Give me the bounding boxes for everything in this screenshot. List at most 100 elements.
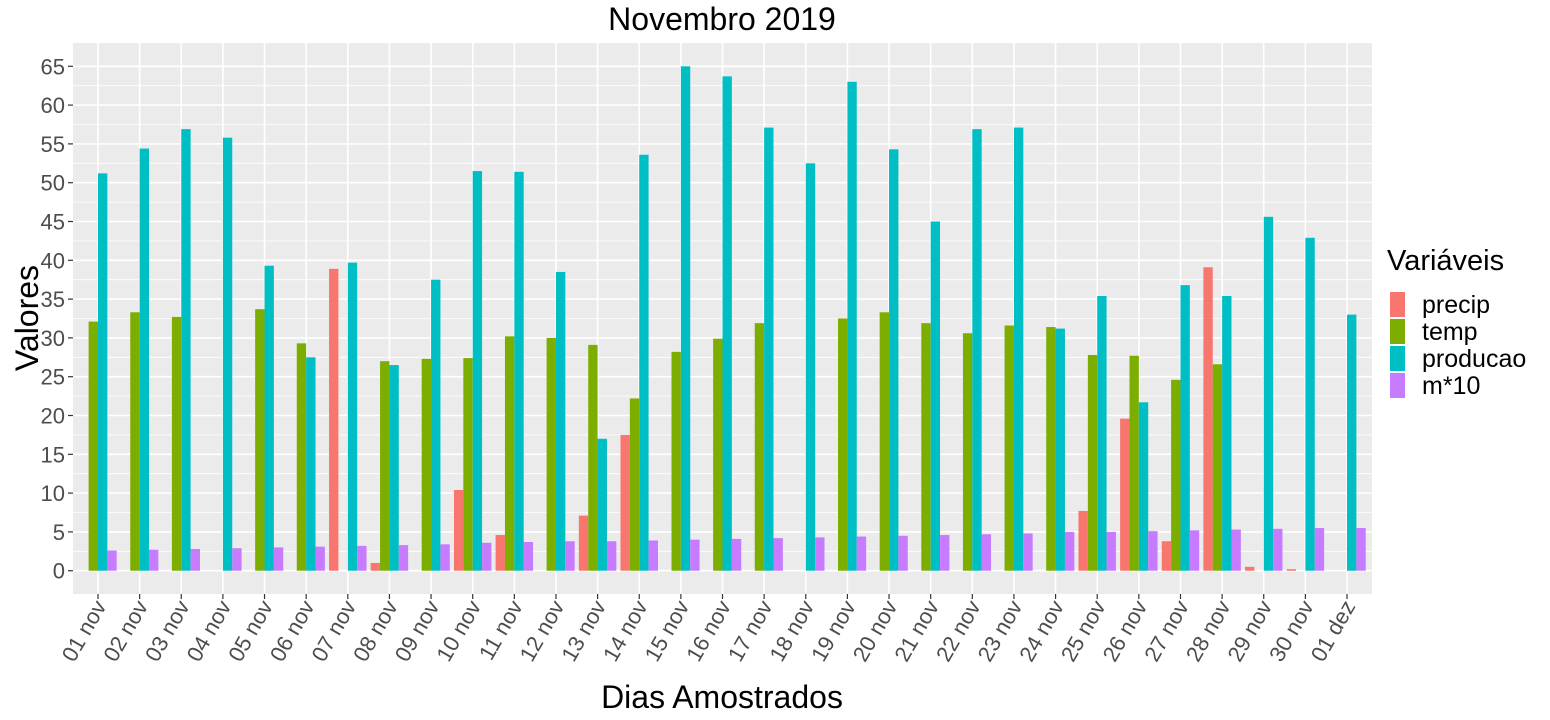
bar-temp-23 <box>1004 325 1014 571</box>
bar-m10-5 <box>273 547 284 571</box>
bar-temp-17 <box>754 323 765 571</box>
y-tick-label: 35 <box>41 287 65 312</box>
bar-m10-7 <box>357 545 367 571</box>
bar-m10-15 <box>690 539 700 571</box>
bar-producao-27 <box>1180 285 1190 571</box>
bar-m10-20 <box>898 535 908 571</box>
y-tick-label: 5 <box>53 520 65 545</box>
bar-temp-26 <box>1129 355 1139 571</box>
bar-temp-24 <box>1046 327 1056 571</box>
bar-temp-22 <box>962 333 973 571</box>
y-tick-label: 55 <box>41 132 65 157</box>
bar-producao-26 <box>1138 402 1149 571</box>
y-tick-label: 65 <box>41 54 65 79</box>
bar-producao-8 <box>389 365 399 571</box>
bar-producao-31 <box>1347 314 1357 571</box>
bar-m10-30 <box>1314 528 1325 571</box>
bar-temp-21 <box>921 323 931 571</box>
bar-precip-11 <box>495 535 505 571</box>
bar-temp-1 <box>88 321 98 571</box>
bar-temp-10 <box>463 358 473 571</box>
bar-producao-15 <box>680 66 691 571</box>
bar-producao-7 <box>347 262 358 571</box>
y-tick-label: 0 <box>53 559 65 584</box>
bar-temp-12 <box>546 337 556 571</box>
bar-m10-10 <box>482 542 492 571</box>
bar-temp-6 <box>296 343 307 571</box>
y-tick-label: 40 <box>41 248 65 273</box>
bar-producao-22 <box>972 129 982 571</box>
chart-title: Novembro 2019 <box>608 1 836 37</box>
legend-title: Variáveis <box>1387 245 1504 277</box>
bar-precip-13 <box>578 515 589 571</box>
y-tick-label: 25 <box>41 365 65 390</box>
bar-producao-3 <box>181 129 191 571</box>
bar-precip-30 <box>1286 569 1297 571</box>
legend-key-temp <box>1390 319 1405 344</box>
bar-temp-15 <box>671 351 681 571</box>
y-axis-title: Valores <box>9 265 45 371</box>
bar-m10-18 <box>815 537 825 571</box>
y-tick-label: 10 <box>41 481 65 506</box>
bar-producao-20 <box>889 149 899 571</box>
bar-producao-9 <box>431 279 441 571</box>
bar-temp-16 <box>713 338 723 571</box>
legend-label-precip: precip <box>1422 291 1490 319</box>
bar-precip-25 <box>1078 510 1088 571</box>
bar-temp-13 <box>588 344 598 571</box>
legend-key-m10 <box>1390 373 1405 398</box>
bar-producao-17 <box>764 127 774 571</box>
bar-temp-5 <box>255 309 265 571</box>
bar-producao-5 <box>264 265 274 571</box>
bar-temp-27 <box>1171 379 1181 571</box>
bar-precip-10 <box>453 490 464 571</box>
bar-m10-19 <box>856 536 867 571</box>
bar-precip-7 <box>329 268 339 571</box>
bar-producao-19 <box>847 81 857 571</box>
bar-producao-16 <box>722 76 732 571</box>
bar-m10-13 <box>606 541 617 571</box>
bar-producao-11 <box>514 171 524 571</box>
bar-m10-24 <box>1064 531 1075 571</box>
legend-key-precip <box>1390 292 1405 317</box>
bar-temp-20 <box>879 312 890 571</box>
bar-temp-2 <box>130 312 140 571</box>
bar-producao-28 <box>1222 295 1232 571</box>
bar-precip-28 <box>1203 267 1213 571</box>
bar-precip-27 <box>1161 541 1172 571</box>
legend-label-producao: producao <box>1422 345 1526 373</box>
bar-producao-4 <box>222 137 233 571</box>
y-axis: 0 5 10 15 20 25 30 35 40 45 50 55 60 65 <box>41 54 73 584</box>
bar-producao-23 <box>1013 127 1024 571</box>
bar-temp-8 <box>380 361 390 571</box>
bar-m10-6 <box>315 546 325 571</box>
bar-producao-6 <box>306 357 316 571</box>
bar-producao-21 <box>930 221 941 571</box>
bar-m10-16 <box>731 538 742 571</box>
x-axis-title: Dias Amostrados <box>601 679 843 715</box>
y-tick-label: 30 <box>41 326 65 351</box>
bar-producao-10 <box>472 171 483 571</box>
bar-producao-30 <box>1305 237 1315 571</box>
bar-m10-2 <box>148 549 159 571</box>
bar-producao-29 <box>1263 216 1274 571</box>
y-tick-label: 50 <box>41 171 65 196</box>
bar-m10-31 <box>1356 528 1366 571</box>
bar-m10-17 <box>773 538 783 571</box>
bar-precip-14 <box>620 434 630 571</box>
bar-m10-3 <box>190 548 200 571</box>
y-tick-label: 60 <box>41 93 65 118</box>
bar-precip-8 <box>370 562 381 571</box>
bar-temp-25 <box>1087 354 1098 571</box>
bar-m10-11 <box>523 542 534 571</box>
bar-m10-23 <box>1023 533 1033 571</box>
bar-producao-13 <box>597 438 607 571</box>
bar-m10-29 <box>1273 528 1283 571</box>
bar-producao-24 <box>1055 328 1065 571</box>
bar-m10-22 <box>981 534 992 571</box>
bar-temp-3 <box>171 316 182 571</box>
bar-m10-8 <box>398 545 409 571</box>
bar-temp-28 <box>1212 364 1223 571</box>
bar-temp-9 <box>421 358 432 571</box>
bar-m10-27 <box>1189 530 1200 571</box>
